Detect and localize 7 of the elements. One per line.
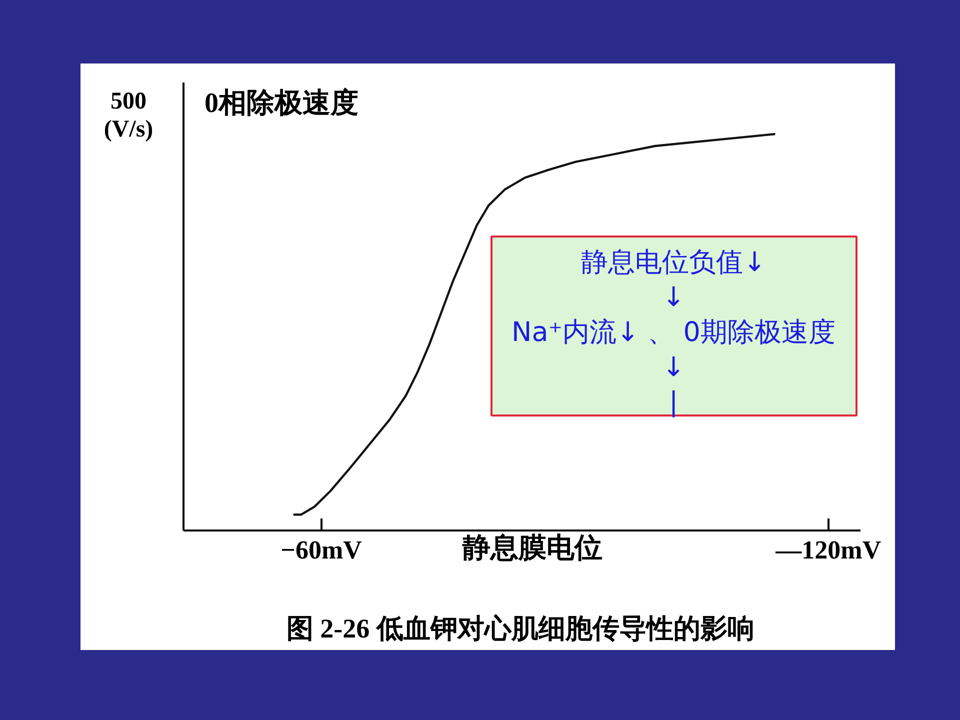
text: 500 (V/s) <box>104 88 154 142</box>
x-axis-title: 静息膜电位 <box>462 533 602 564</box>
annotation: 静息电位负值↓ ↓ Na⁺内流↓ 、 0期除极速度 ↓ | <box>512 247 836 418</box>
text: 图 2-26 低血钾对心肌细胞传导性的影响 <box>286 614 754 644</box>
x-tick-label: —120mV <box>774 536 882 564</box>
y-axis-title: 0相除极速度 <box>204 87 358 119</box>
x-tick-label: −60mV <box>280 536 362 564</box>
